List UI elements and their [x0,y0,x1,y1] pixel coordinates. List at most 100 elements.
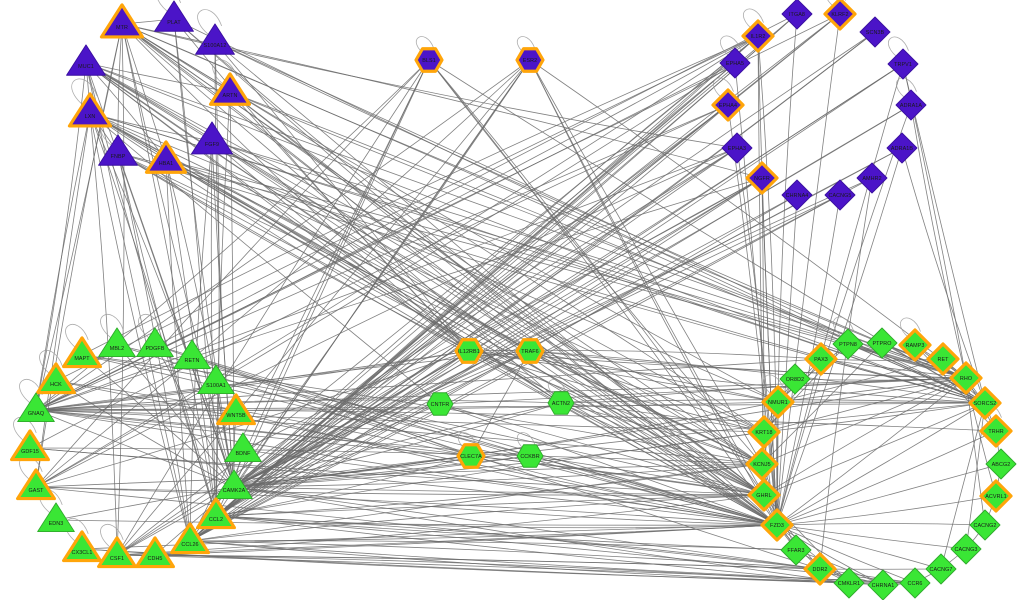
graph-node[interactable] [747,478,781,512]
graph-node[interactable] [197,364,235,395]
edge [191,356,778,526]
node-layer[interactable] [10,0,1017,600]
graph-node[interactable] [173,339,211,370]
graph-node[interactable] [968,386,1002,420]
edge [35,177,763,411]
graph-node[interactable] [859,16,891,48]
graph-node[interactable] [926,342,960,376]
edge [820,358,967,379]
graph-node[interactable] [969,509,1001,541]
graph-node[interactable] [36,362,76,395]
graph-node[interactable] [515,47,545,73]
graph-node[interactable] [426,392,454,416]
graph-node[interactable] [16,468,56,501]
graph-node[interactable] [98,134,138,166]
graph-node[interactable] [216,393,256,426]
graph-node[interactable] [98,327,136,358]
edge [191,356,472,457]
graph-node[interactable] [747,415,781,449]
self-loop-edge [896,77,917,102]
graph-node[interactable] [979,479,1013,513]
graph-node[interactable] [745,447,779,481]
edge [439,377,967,405]
edge [761,342,883,465]
edge [233,403,441,488]
graph-node[interactable] [170,522,210,555]
graph-node[interactable] [760,508,794,542]
graph-node[interactable] [899,567,931,599]
graph-node[interactable] [832,328,864,360]
graph-node[interactable] [456,443,486,469]
graph-node[interactable] [711,88,745,122]
graph-node[interactable] [10,429,50,462]
graph-node[interactable] [887,48,919,80]
graph-node[interactable] [781,0,813,30]
edge [89,112,531,352]
edge [214,41,470,352]
graph-node[interactable] [67,92,113,128]
graph-node[interactable] [803,552,837,586]
graph-node[interactable] [719,47,751,79]
graph-node[interactable] [224,432,262,463]
edge [116,23,125,556]
graph-node[interactable] [856,162,888,194]
graph-node[interactable] [867,569,899,600]
graph-node[interactable] [547,391,575,415]
graph-node[interactable] [99,3,145,39]
self-loop-edge [833,316,854,341]
graph-node[interactable] [781,179,813,211]
edge [165,159,531,352]
graph-node[interactable] [950,533,982,565]
graph-node[interactable] [761,385,795,419]
edge [189,63,904,542]
graph-node[interactable] [824,179,856,211]
graph-node[interactable] [154,0,194,32]
graph-node[interactable] [37,502,75,533]
graph-node[interactable] [833,567,865,599]
edge [35,409,472,457]
graph-node[interactable] [414,47,444,73]
graph-node[interactable] [925,553,957,585]
graph-node[interactable] [741,19,775,53]
edge [116,59,430,556]
graph-node[interactable] [823,0,857,31]
graph-node[interactable] [804,342,838,376]
graph-node[interactable] [979,414,1013,448]
edge [428,59,778,526]
graph-node[interactable] [135,536,175,569]
graph-node[interactable] [866,327,898,359]
edge [215,463,763,517]
graph-node[interactable] [62,530,102,563]
graph-node[interactable] [208,72,252,106]
graph-node[interactable] [17,392,55,423]
self-loop-edge [827,0,846,11]
graph-node[interactable] [780,534,812,566]
graph-node[interactable] [196,497,236,530]
graph-node[interactable] [895,89,927,121]
edge [215,515,850,584]
graph-node[interactable] [66,44,106,76]
graph-node[interactable] [515,338,545,364]
graph-node[interactable] [721,132,753,164]
edge [229,91,967,379]
graph-node[interactable] [195,23,235,55]
graph-node[interactable] [886,132,918,164]
graph-node[interactable] [215,469,253,500]
graph-node[interactable] [191,121,233,155]
graph-node[interactable] [779,363,811,395]
graph-node[interactable] [949,361,983,395]
graph-node[interactable] [898,328,932,362]
edge [215,431,765,517]
graph-node[interactable] [985,448,1017,480]
graph-node[interactable] [136,327,174,358]
graph-node[interactable] [516,444,544,468]
edge [468,350,779,403]
edge [117,152,235,488]
graph-node[interactable] [454,338,484,364]
graph-node[interactable] [62,336,102,369]
graph-node[interactable] [144,140,188,174]
edge [35,486,821,570]
graph-node[interactable] [745,161,779,195]
graph-node[interactable] [97,536,137,569]
